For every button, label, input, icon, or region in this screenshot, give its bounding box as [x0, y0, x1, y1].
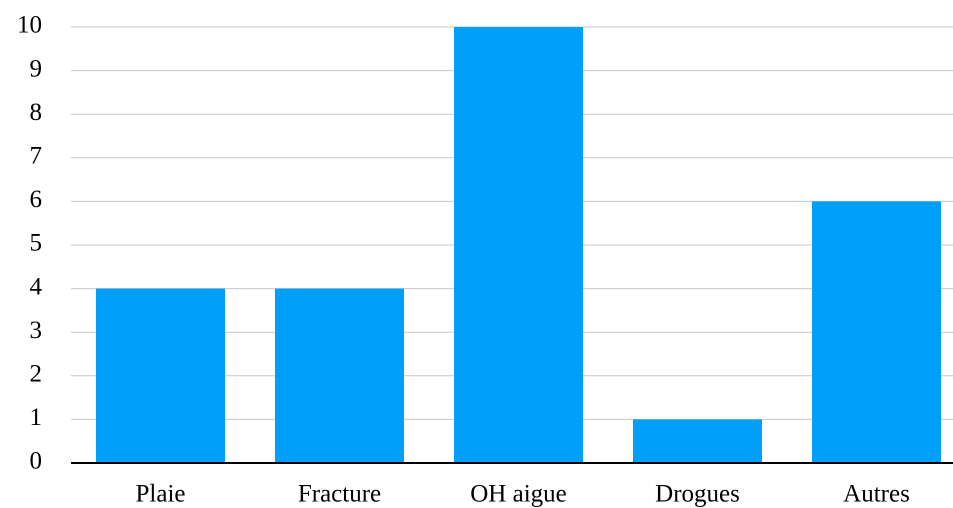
bar	[454, 27, 583, 463]
y-tick-label: 7	[30, 143, 43, 170]
y-tick-label: 8	[30, 99, 43, 126]
bar	[812, 201, 941, 463]
x-tick-label: Fracture	[298, 481, 381, 508]
y-tick-label: 6	[30, 186, 43, 213]
y-tick-label: 0	[30, 448, 43, 475]
bar	[96, 288, 225, 463]
y-tick-label: 1	[30, 404, 43, 431]
x-tick-label: Drogues	[655, 481, 740, 508]
x-tick-label: Plaie	[136, 481, 186, 508]
x-tick-label: Autres	[843, 481, 910, 508]
y-tick-label: 5	[30, 230, 43, 257]
bar	[633, 419, 762, 463]
y-tick-label: 4	[30, 273, 43, 300]
y-tick-label: 10	[17, 12, 42, 39]
x-tick-label: OH aigue	[470, 481, 567, 508]
y-tick-label: 2	[30, 361, 43, 388]
y-tick-label: 3	[30, 317, 43, 344]
bar	[275, 288, 404, 463]
y-tick-label: 9	[30, 55, 43, 82]
